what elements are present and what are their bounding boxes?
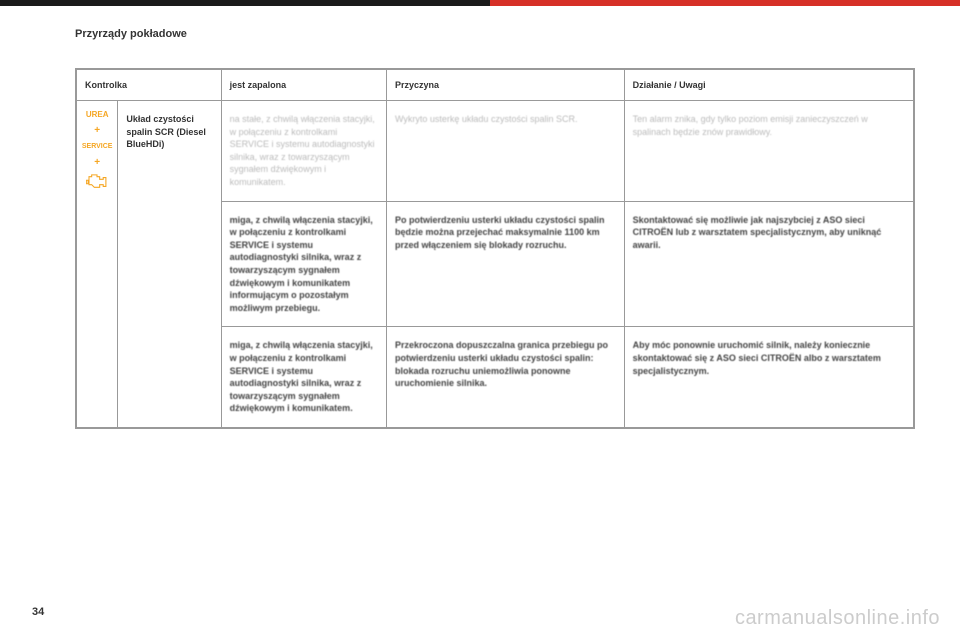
header-przyczyna: Przyczyna xyxy=(386,70,624,101)
page-number: 34 xyxy=(32,606,44,618)
przyczyna-cell: Przekroczona dopuszczalna granica przebi… xyxy=(386,327,624,428)
engine-icon xyxy=(86,174,108,190)
status-cell: na stałe, z chwilą włączenia stacyjki, w… xyxy=(221,101,386,202)
przyczyna-cell: Wykryto usterkę układu czystości spalin … xyxy=(386,101,624,202)
top-bar-red xyxy=(490,0,960,6)
status-cell: miga, z chwilą włączenia stacyjki, w poł… xyxy=(221,327,386,428)
status-cell: miga, z chwilą włączenia stacyjki, w poł… xyxy=(221,201,386,327)
indicator-icons-cell: UREA + SERVICE + xyxy=(77,101,118,428)
top-bar-dark xyxy=(0,0,490,6)
system-name-cell: Układ czystości spalin SCR (Diesel BlueH… xyxy=(118,101,221,428)
urea-icon: UREA xyxy=(86,111,109,120)
watermark: carmanualsonline.info xyxy=(735,607,940,630)
plus-icon: + xyxy=(94,124,100,138)
dzialanie-cell: Skontaktować się możliwie jak najszybcie… xyxy=(624,201,913,327)
dzialanie-cell: Ten alarm znika, gdy tylko poziom emisji… xyxy=(624,101,913,202)
header-kontrolka: Kontrolka xyxy=(77,70,222,101)
przyczyna-cell: Po potwierdzeniu usterki układu czystośc… xyxy=(386,201,624,327)
header-status: jest zapalona xyxy=(221,70,386,101)
dzialanie-cell: Aby móc ponownie uruchomić silnik, należ… xyxy=(624,327,913,428)
top-accent-bar xyxy=(0,0,960,6)
table-row: UREA + SERVICE + Układ czystości spalin … xyxy=(77,101,914,202)
header-dzialanie: Działanie / Uwagi xyxy=(624,70,913,101)
page-title: Przyrządy pokładowe xyxy=(75,28,187,40)
service-icon: SERVICE xyxy=(82,142,113,152)
table-header-row: Kontrolka jest zapalona Przyczyna Działa… xyxy=(77,70,914,101)
plus-icon: + xyxy=(94,156,100,170)
warning-light-table: Kontrolka jest zapalona Przyczyna Działa… xyxy=(75,68,915,429)
